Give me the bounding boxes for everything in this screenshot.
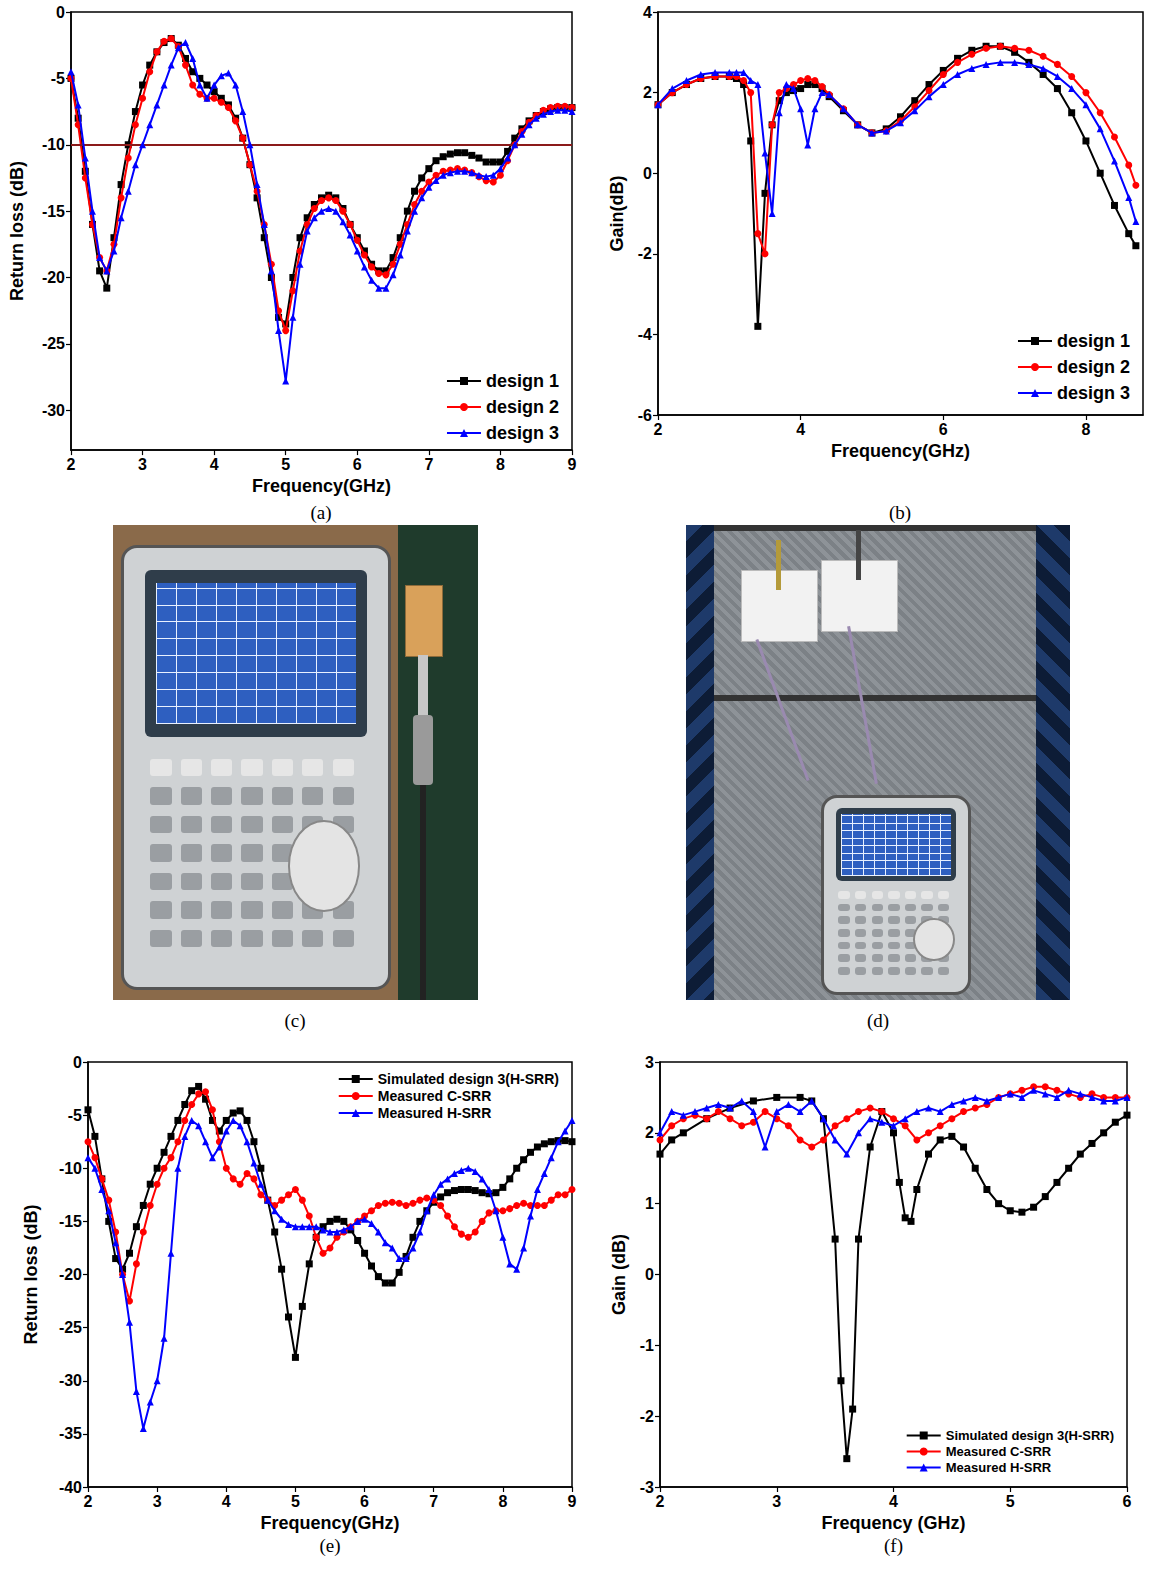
svg-text:2: 2	[645, 1124, 654, 1141]
svg-text:Return loss (dB): Return loss (dB)	[7, 161, 27, 301]
svg-text:5: 5	[1006, 1493, 1015, 1510]
svg-text:0: 0	[643, 165, 652, 182]
svg-text:-1: -1	[640, 1337, 654, 1354]
svg-text:Frequency(GHz): Frequency(GHz)	[252, 476, 391, 496]
svg-text:-10: -10	[42, 136, 65, 153]
svg-text:Gain(dB): Gain(dB)	[607, 176, 627, 252]
svg-text:4: 4	[222, 1493, 231, 1510]
svg-text:3: 3	[153, 1493, 162, 1510]
svg-text:2: 2	[84, 1493, 93, 1510]
svg-text:7: 7	[429, 1493, 438, 1510]
svg-text:Return loss (dB): Return loss (dB)	[21, 1204, 41, 1344]
svg-text:3: 3	[138, 456, 147, 473]
svg-text:4: 4	[643, 4, 652, 21]
svg-text:-25: -25	[42, 335, 65, 352]
svg-text:2: 2	[656, 1493, 665, 1510]
svg-text:-15: -15	[42, 203, 65, 220]
svg-text:design 1: design 1	[1057, 331, 1130, 351]
svg-text:-35: -35	[59, 1425, 82, 1442]
svg-text:design 3: design 3	[486, 423, 559, 443]
svg-text:-10: -10	[59, 1160, 82, 1177]
svg-text:4: 4	[796, 421, 805, 438]
svg-text:-25: -25	[59, 1319, 82, 1336]
svg-text:-4: -4	[638, 326, 652, 343]
svg-text:4: 4	[889, 1493, 898, 1510]
svg-text:6: 6	[353, 456, 362, 473]
svg-text:-5: -5	[68, 1107, 82, 1124]
svg-text:Simulated design 3(H-SRR): Simulated design 3(H-SRR)	[378, 1071, 559, 1087]
svg-text:9: 9	[568, 1493, 577, 1510]
html-text:(e): (e)	[319, 1535, 341, 1556]
svg-text:-30: -30	[42, 402, 65, 419]
svg-text:7: 7	[424, 456, 433, 473]
svg-text:-40: -40	[59, 1479, 82, 1496]
svg-text:Gain (dB): Gain (dB)	[609, 1234, 629, 1315]
svg-text:Measured C-SRR: Measured C-SRR	[378, 1088, 492, 1104]
svg-text:Measured H-SRR: Measured H-SRR	[946, 1460, 1052, 1475]
svg-text:Simulated design 3(H-SRR): Simulated design 3(H-SRR)	[946, 1428, 1114, 1443]
svg-text:design 2: design 2	[1057, 357, 1130, 377]
svg-text:6: 6	[939, 421, 948, 438]
svg-text:6: 6	[1123, 1493, 1132, 1510]
svg-text:8: 8	[496, 456, 505, 473]
svg-text:Frequency (GHz): Frequency (GHz)	[821, 1513, 965, 1533]
svg-text:4: 4	[210, 456, 219, 473]
svg-text:design 1: design 1	[486, 371, 559, 391]
svg-text:0: 0	[56, 4, 65, 21]
svg-text:8: 8	[1081, 421, 1090, 438]
svg-text:3: 3	[645, 1054, 654, 1071]
svg-text:Frequency(GHz): Frequency(GHz)	[831, 441, 970, 461]
html-text:(d): (d)	[866, 1010, 890, 1031]
svg-text:8: 8	[498, 1493, 507, 1510]
svg-text:0: 0	[645, 1266, 654, 1283]
svg-text:2: 2	[67, 456, 76, 473]
svg-text:1: 1	[645, 1195, 654, 1212]
svg-text:-20: -20	[42, 269, 65, 286]
svg-text:5: 5	[281, 456, 290, 473]
svg-text:-3: -3	[640, 1479, 654, 1496]
svg-text:Measured C-SRR: Measured C-SRR	[946, 1444, 1052, 1459]
svg-text:-5: -5	[51, 70, 65, 87]
html-text:(b): (b)	[888, 502, 912, 523]
svg-text:Frequency(GHz): Frequency(GHz)	[260, 1513, 399, 1533]
svg-text:design 2: design 2	[486, 397, 559, 417]
html-text:(c): (c)	[284, 1010, 306, 1031]
svg-text:5: 5	[291, 1493, 300, 1510]
svg-text:-30: -30	[59, 1372, 82, 1389]
svg-text:-6: -6	[638, 407, 652, 424]
svg-text:2: 2	[654, 421, 663, 438]
svg-text:design 3: design 3	[1057, 383, 1130, 403]
svg-text:0: 0	[73, 1054, 82, 1071]
svg-text:Measured H-SRR: Measured H-SRR	[378, 1105, 492, 1121]
svg-text:9: 9	[568, 456, 577, 473]
svg-text:6: 6	[360, 1493, 369, 1510]
svg-text:2: 2	[643, 84, 652, 101]
html-text:(a): (a)	[310, 502, 332, 523]
svg-text:3: 3	[772, 1493, 781, 1510]
svg-text:-2: -2	[640, 1408, 654, 1425]
svg-text:-20: -20	[59, 1266, 82, 1283]
svg-text:-15: -15	[59, 1213, 82, 1230]
svg-text:-2: -2	[638, 245, 652, 262]
html-text:(f): (f)	[884, 1535, 903, 1556]
